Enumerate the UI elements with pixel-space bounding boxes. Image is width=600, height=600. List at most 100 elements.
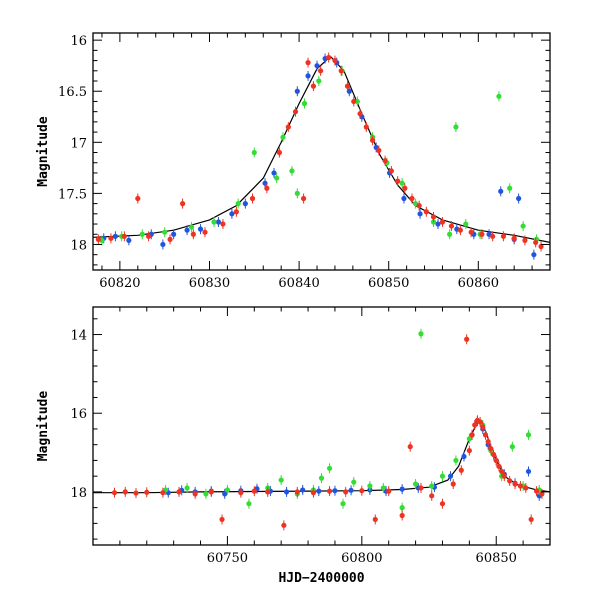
data-point [417, 211, 423, 217]
x-tick-label: 60830 [189, 276, 230, 291]
x-tick-label: 60750 [207, 551, 248, 566]
data-point [453, 457, 459, 464]
data-point [180, 200, 186, 207]
data-point [511, 235, 517, 241]
data-point [167, 236, 173, 242]
data-point [301, 100, 308, 107]
data-point [496, 93, 502, 99]
y-tick-label: 14 [70, 329, 87, 344]
data-point [305, 60, 311, 66]
data-point [242, 200, 248, 207]
data-point [472, 422, 478, 428]
data-point [184, 485, 190, 491]
data-point [498, 188, 504, 194]
y-tick-label: 18 [70, 238, 87, 253]
data-point [222, 491, 228, 497]
x-axis-label: HJD−2400000 [278, 571, 364, 586]
data-point [466, 436, 472, 442]
data-point [276, 149, 282, 156]
data-point [348, 487, 354, 493]
data-point [326, 465, 333, 471]
y-axis-label: Magnitude [36, 116, 51, 187]
data-point [144, 489, 150, 495]
model-curve [93, 55, 550, 243]
data-point [423, 209, 429, 215]
data-point [215, 219, 222, 225]
data-point [246, 501, 252, 507]
data-point [235, 200, 241, 207]
data-point [416, 203, 422, 209]
data-point [538, 243, 544, 250]
x-tick-label: 60820 [99, 276, 140, 291]
series-3 [95, 52, 544, 252]
data-point [466, 447, 472, 454]
data-point [399, 512, 405, 519]
data-point [461, 453, 467, 460]
data-point [316, 488, 322, 494]
data-point [292, 109, 299, 115]
x-tick-label: 60850 [368, 276, 409, 291]
data-point [354, 98, 360, 105]
data-point [507, 185, 513, 191]
data-point [271, 170, 277, 176]
data-point [344, 83, 351, 89]
data-point [533, 488, 540, 494]
y-tick-label: 17.5 [58, 187, 87, 202]
data-point [171, 231, 177, 237]
data-point [265, 489, 271, 495]
data-point [412, 481, 419, 487]
data-point [500, 233, 507, 239]
data-point [439, 473, 446, 479]
data-point [485, 438, 491, 445]
data-point [326, 488, 333, 494]
data-point [176, 489, 182, 495]
data-point [289, 168, 295, 174]
data-point [111, 490, 118, 496]
x-tick-label: 60860 [458, 276, 499, 291]
data-point [430, 219, 437, 225]
data-point [310, 83, 317, 89]
data-point [188, 224, 195, 230]
data-point [531, 252, 537, 258]
plot-frame [92, 32, 551, 271]
data-point [418, 331, 424, 337]
data-point [539, 491, 545, 497]
data-point [409, 195, 415, 202]
data-point [469, 432, 475, 438]
data-point [512, 481, 518, 487]
data-point [338, 68, 344, 74]
data-point [251, 149, 257, 156]
data-point [219, 516, 225, 523]
series-3 [111, 334, 545, 531]
data-point [278, 477, 284, 483]
data-point [238, 490, 244, 496]
data-point [450, 481, 456, 487]
data-point [517, 483, 524, 489]
data-point [447, 231, 453, 237]
data-point [280, 134, 286, 140]
data-point [501, 473, 507, 479]
data-point [294, 190, 300, 196]
data-point [509, 444, 515, 450]
data-point [95, 236, 101, 242]
data-point [522, 237, 528, 243]
data-point [490, 233, 496, 239]
data-point [229, 211, 235, 217]
data-point [490, 451, 497, 458]
data-point [108, 235, 114, 241]
data-point [359, 488, 365, 494]
y-tick-label: 16 [70, 407, 87, 422]
data-point [523, 485, 529, 491]
plot-frame [92, 306, 551, 546]
data-point [386, 488, 392, 494]
data-point [208, 489, 214, 495]
data-point [363, 124, 369, 130]
data-point [305, 73, 311, 79]
data-point [351, 98, 357, 105]
data-point [294, 489, 300, 495]
data-point [439, 501, 446, 507]
series-2 [99, 65, 540, 246]
data-point [162, 229, 168, 235]
